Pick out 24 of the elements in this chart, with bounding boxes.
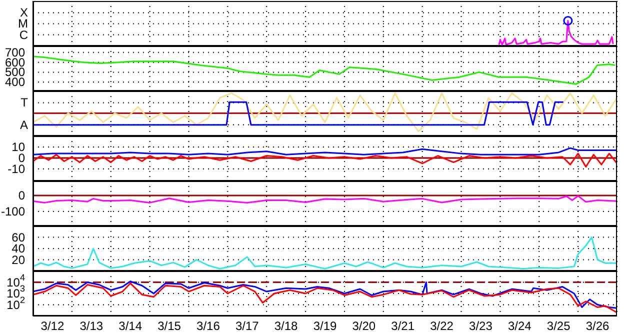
y-tick-label: -100 (0, 204, 26, 219)
x-tick-label: 3/26 (586, 319, 610, 333)
x-tick-label: 3/25 (546, 319, 571, 333)
x-tick-label: 3/15 (158, 319, 182, 333)
x-tick-label: 3/23 (469, 319, 493, 333)
x-tick-label: 3/13 (80, 319, 104, 333)
y-tick-label: 60 (12, 230, 26, 244)
y-tick-label: 700 (4, 45, 26, 60)
x-tick-label: 3/24 (508, 319, 532, 333)
x-tick-label: 3/22 (430, 319, 454, 333)
x-tick-label: 3/19 (313, 319, 337, 333)
x-tick-label: 3/17 (235, 319, 260, 333)
x-tick-label: 3/18 (274, 319, 298, 333)
text: A (20, 118, 28, 132)
y-tick-label: 0 (18, 188, 26, 202)
y-tick-label: 40 (12, 242, 26, 256)
x-tick-label: 3/14 (118, 319, 142, 333)
x-tick-label: 3/12 (40, 319, 64, 333)
x-tick-label: 3/16 (196, 319, 220, 333)
x-tick-label: 3/20 (352, 319, 376, 333)
x-tick-label: 3/21 (391, 319, 415, 333)
text: T (20, 96, 29, 110)
y-tick-label: 400 (4, 75, 26, 90)
y-tick-label: 20 (12, 252, 26, 267)
